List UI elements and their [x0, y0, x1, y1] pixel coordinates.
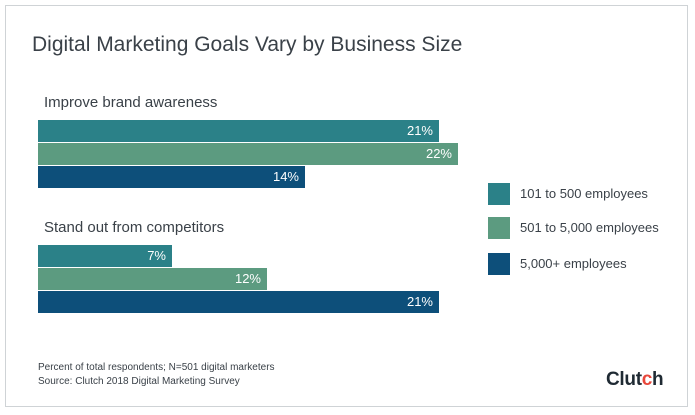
legend-swatch — [488, 183, 510, 205]
legend-swatch — [488, 253, 510, 275]
bar-value-label: 12% — [234, 271, 261, 286]
bar-1-2: 21% — [38, 291, 439, 313]
brand-logo-end: h — [652, 369, 664, 390]
category-label-0: Improve brand awareness — [44, 94, 218, 111]
legend-label: 501 to 5,000 employees — [520, 220, 659, 235]
brand-logo-part: Clut — [606, 369, 642, 390]
chart-card — [5, 5, 688, 407]
legend-label: 101 to 500 employees — [520, 186, 648, 201]
chart-title: Digital Marketing Goals Vary by Business… — [32, 33, 463, 56]
footnote-source: Source: Clutch 2018 Digital Marketing Su… — [38, 376, 240, 387]
bar-value-label: 14% — [272, 169, 299, 184]
brand-logo: Clutch — [606, 369, 664, 391]
bar-0-2: 14% — [38, 166, 305, 188]
brand-logo-accent: c — [641, 369, 653, 390]
bar-value-label: 7% — [147, 248, 166, 263]
bar-value-label: 22% — [425, 146, 452, 161]
bar-0-0: 21% — [38, 120, 439, 142]
legend-swatch — [488, 217, 510, 239]
legend-label: 5,000+ employees — [520, 256, 627, 271]
footnote-respondents: Percent of total respondents; N=501 digi… — [38, 362, 275, 373]
bar-1-1: 12% — [38, 268, 267, 290]
bar-1-0: 7% — [38, 245, 172, 267]
bar-0-1: 22% — [38, 143, 458, 165]
category-label-1: Stand out from competitors — [44, 219, 225, 236]
bar-value-label: 21% — [406, 123, 433, 138]
bar-value-label: 21% — [406, 294, 433, 309]
